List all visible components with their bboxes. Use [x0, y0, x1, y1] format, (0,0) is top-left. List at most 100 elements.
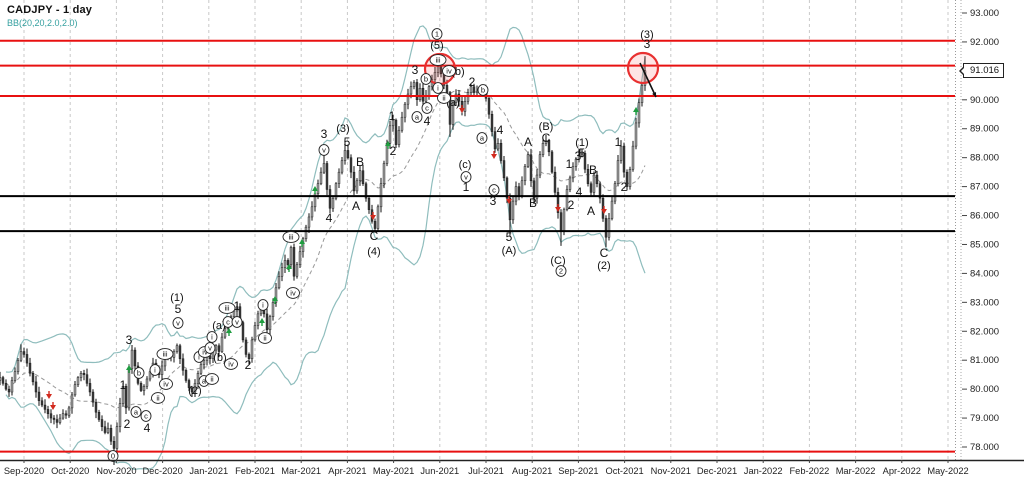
month-tick-label: May-2021 — [373, 466, 414, 476]
wave-label: 4 — [424, 114, 431, 128]
down-arrow-marker — [50, 405, 56, 410]
month-tick-label: Aug-2021 — [512, 466, 552, 476]
price-tick-label: 87.000 — [970, 182, 999, 193]
wave-label: B — [589, 163, 597, 177]
candlesticks — [0, 54, 647, 466]
month-tick-label: Nov-2021 — [651, 466, 691, 476]
wave-label: (B) — [539, 121, 554, 133]
wave-label: 2 — [124, 417, 131, 431]
circled-wave-label: a — [415, 112, 420, 121]
price-tick-label: 80.000 — [970, 384, 999, 395]
down-arrow-marker — [491, 154, 497, 159]
wave-label: 4 — [326, 211, 333, 225]
price-tick-label: 85.000 — [970, 239, 999, 250]
month-tick-label: Nov-2020 — [96, 466, 136, 476]
wave-label: (2) — [188, 385, 201, 397]
wave-label: 1 — [463, 180, 470, 194]
wave-label: (b) — [213, 352, 226, 364]
wave-label: B — [529, 196, 537, 210]
month-tick-label: May-2022 — [927, 466, 968, 476]
trade-markers — [46, 105, 639, 410]
wave-label: 1 — [389, 109, 396, 123]
circled-wave-label: iv — [228, 359, 234, 368]
circled-wave-label: b — [481, 85, 485, 94]
price-tick-label: 92.000 — [970, 37, 999, 48]
month-tick-label: Dec-2020 — [142, 466, 182, 476]
sma-midline — [5, 89, 646, 409]
wave-label: (c) — [459, 159, 472, 171]
wave-label: C — [600, 246, 609, 260]
wave-label: 2 — [245, 358, 252, 372]
circled-wave-label: i — [211, 332, 213, 341]
circled-wave-label: a — [480, 133, 485, 142]
bollinger-upper-band — [5, 25, 646, 373]
wave-label: 1 — [234, 299, 241, 313]
month-tick-label: Jan-2021 — [189, 466, 228, 476]
price-tick-label: 82.000 — [970, 326, 999, 337]
wave-label: (a) — [212, 320, 225, 332]
wave-label: (3) — [336, 123, 349, 135]
price-tick-label: 93.000 — [970, 8, 999, 19]
price-tick-label: 90.000 — [970, 95, 999, 106]
time-axis[interactable]: Sep-2020 Oct-2020 Nov-2020 Dec-2020 Jan-2021… — [0, 459, 1024, 476]
circled-wave-label: c — [226, 317, 230, 326]
circled-wave-label: v — [208, 343, 212, 352]
month-gridlines — [23, 0, 949, 460]
wave-label: C — [370, 229, 379, 243]
circled-wave-label: ii — [210, 374, 214, 383]
circled-wave-label: iii — [436, 55, 441, 64]
circled-wave-label: v — [322, 145, 326, 154]
wave-label: 3 — [321, 127, 328, 141]
up-arrow-marker — [259, 318, 265, 323]
wave-label: (A) — [502, 245, 517, 257]
wave-label: (1) — [575, 137, 588, 149]
down-arrow-marker — [555, 207, 561, 212]
month-tick-label: Apr-2022 — [883, 466, 921, 476]
circled-wave-label: iii — [163, 349, 168, 358]
circled-wave-label: iii — [225, 303, 230, 312]
wave-label: 2 — [621, 180, 628, 194]
wave-label: 4 — [144, 421, 151, 435]
month-tick-label: Jun-2021 — [420, 466, 459, 476]
price-tick-label: 81.000 — [970, 355, 999, 366]
wave-label: (4) — [367, 246, 380, 258]
price-tick-label: 83.000 — [970, 297, 999, 308]
wave-label: 3 — [490, 194, 497, 208]
month-tick-label: Feb-2021 — [235, 466, 275, 476]
wave-label: 2 — [390, 144, 397, 158]
circled-wave-label: v — [176, 318, 180, 327]
circled-wave-label: a — [202, 376, 207, 385]
circled-wave-label: b — [137, 368, 141, 377]
wave-label: 5 — [579, 146, 586, 160]
wave-label: A — [524, 135, 532, 149]
wave-label: (5) — [430, 40, 443, 52]
wave-label: 5 — [175, 302, 182, 316]
month-tick-label: Oct-2021 — [605, 466, 643, 476]
up-arrow-marker — [272, 296, 278, 301]
wave-label: 1 — [120, 378, 127, 392]
down-arrow-marker — [459, 108, 465, 113]
wave-label: B — [356, 155, 364, 169]
down-arrow-marker — [601, 209, 607, 214]
price-tick-label: 86.000 — [970, 211, 999, 222]
month-tick-label: Sep-2021 — [558, 466, 598, 476]
circled-wave-label: i — [262, 300, 264, 309]
wave-label: C — [542, 131, 551, 145]
circled-wave-label: v — [235, 317, 239, 326]
wave-label: 3 — [575, 149, 582, 163]
month-tick-label: Sep-2020 — [4, 466, 44, 476]
month-tick-label: Oct-2020 — [51, 466, 89, 476]
down-arrow-marker — [370, 215, 376, 220]
wave-label: 3 — [126, 333, 133, 347]
wave-label: (3) — [640, 29, 653, 41]
price-tick-label: 89.000 — [970, 124, 999, 135]
circled-wave-label: iv — [163, 379, 169, 388]
wave-label: 3 — [644, 37, 651, 51]
circled-wave-label: ii — [156, 393, 160, 402]
horizontal-level-lines — [0, 39, 955, 453]
down-arrow-marker — [46, 394, 52, 399]
up-arrow-marker — [299, 239, 305, 244]
current-price-tag: 91.016 — [958, 63, 1005, 78]
